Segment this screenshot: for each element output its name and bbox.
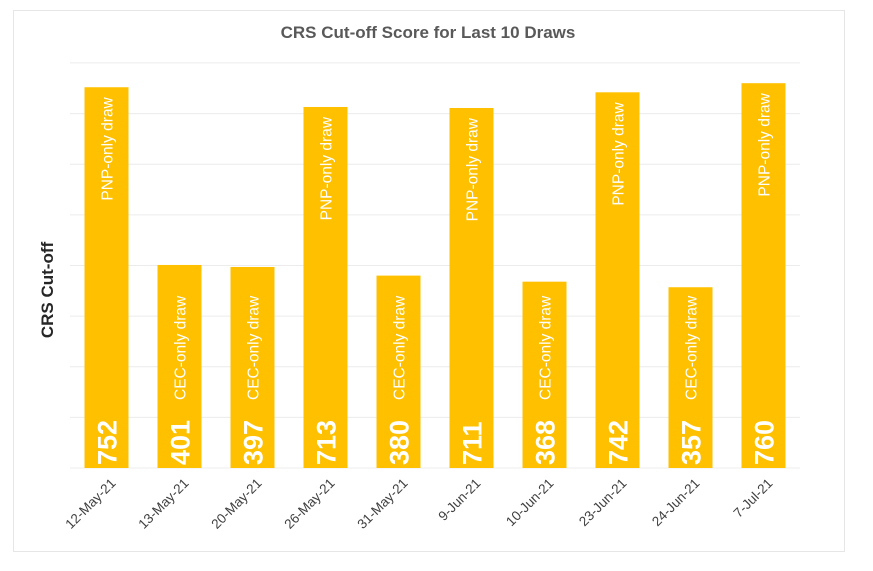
bar-draw-type-label: CEC-only draw — [246, 295, 263, 400]
x-tick-label: 20-May-21 — [208, 476, 264, 532]
bar-draw-type-label: PNP-only draw — [319, 116, 336, 220]
bar-draw-type-label: CEC-only draw — [392, 295, 409, 400]
bar-value-label: 752 — [93, 420, 123, 465]
bar-value-label: 380 — [385, 420, 415, 465]
bar-draw-type-label: PNP-only draw — [100, 96, 117, 200]
bar-draw-type-label: PNP-only draw — [465, 117, 482, 221]
x-tick-label: 12-May-21 — [62, 476, 118, 532]
bar-draw-type-label: PNP-only draw — [611, 102, 628, 206]
bar-12-May-21 — [84, 87, 129, 468]
x-tick-label: 26-May-21 — [281, 476, 337, 532]
bar-draw-type-label: CEC-only draw — [173, 295, 190, 400]
bar-13-May-21 — [157, 264, 202, 468]
x-tick-label: 10-Jun-21 — [503, 476, 557, 530]
x-tick-label: 13-May-21 — [135, 476, 191, 532]
bar-value-label: 711 — [458, 421, 488, 465]
bar-26-May-21 — [303, 106, 348, 469]
x-tick-label: 7-Jul-21 — [731, 476, 776, 521]
bar-draw-type-label: PNP-only draw — [757, 92, 774, 196]
bar-value-label: 397 — [239, 420, 269, 465]
y-axis-label: CRS Cut-off — [38, 242, 57, 339]
x-tick-label: 24-Jun-21 — [649, 476, 703, 530]
bar-24-Jun-21 — [668, 287, 713, 468]
bar-9-Jun-21 — [449, 108, 494, 468]
bar-value-label: 368 — [531, 420, 561, 465]
bar-31-May-21 — [376, 275, 421, 468]
bar-23-Jun-21 — [595, 92, 640, 468]
chart-title: CRS Cut-off Score for Last 10 Draws — [281, 23, 576, 42]
bar-value-label: 742 — [604, 420, 634, 465]
bar-20-May-21 — [230, 266, 275, 468]
bar-value-label: 760 — [750, 420, 780, 465]
bar-value-label: 713 — [312, 420, 342, 465]
x-tick-label: 31-May-21 — [354, 476, 410, 532]
bar-draw-type-label: CEC-only draw — [538, 295, 555, 400]
bar-7-Jul-21 — [741, 83, 786, 468]
x-tick-label: 23-Jun-21 — [576, 476, 630, 530]
bar-value-label: 401 — [166, 420, 196, 465]
x-tick-label: 9-Jun-21 — [435, 476, 483, 524]
x-tick-labels: 12-May-21 13-May-21 20-May-21 26-May-21 31-M… — [62, 476, 775, 532]
bar-draw-type-label: CEC-only draw — [684, 295, 701, 400]
bar-10-Jun-21 — [522, 281, 567, 468]
bar-value-label: 357 — [677, 420, 707, 465]
bars: 752 PNP-only draw 401 CEC-only draw 397 CEC-o… — [84, 83, 786, 469]
